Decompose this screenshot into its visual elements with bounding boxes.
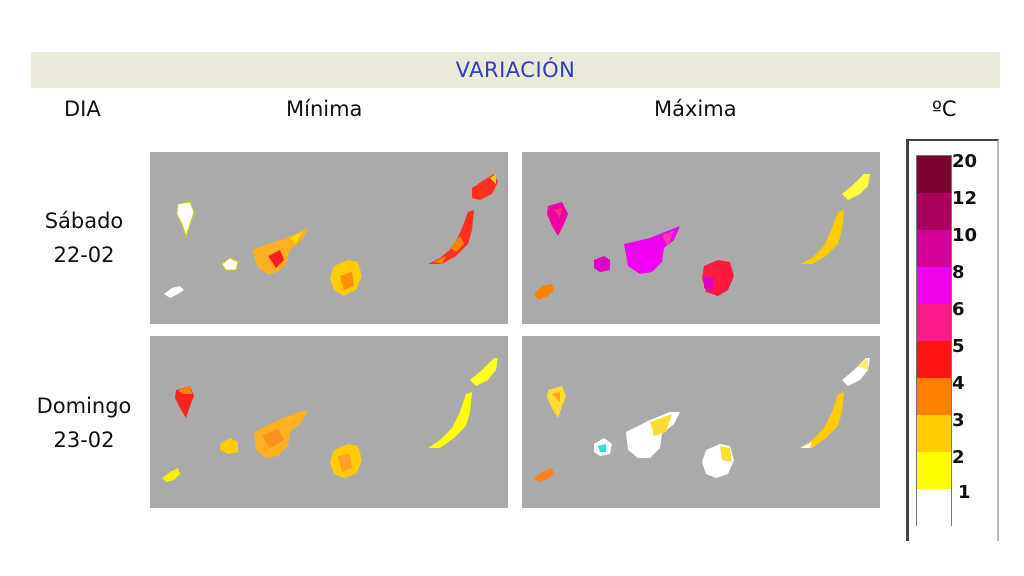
row-day: Domingo: [36, 394, 132, 418]
row-label-sunday: Domingo 23-02: [24, 389, 144, 457]
legend-label-2: 2: [952, 447, 965, 468]
legend-swatch-6: [917, 304, 951, 341]
island-la-palma: [547, 386, 566, 418]
column-header-min: Mínima: [286, 97, 363, 121]
map-sunday-min: [150, 336, 508, 508]
island-la-gomera: [594, 256, 610, 272]
island-la-palma: [176, 201, 195, 238]
island-el-hierro: [162, 468, 180, 482]
legend-label-12: 12: [952, 188, 978, 209]
legend-label-4: 4: [952, 373, 965, 394]
row-label-saturday: Sábado 22-02: [24, 204, 144, 272]
legend-swatch-3: [917, 415, 951, 452]
island-la-gomera: [221, 257, 239, 271]
island-el-hierro: [164, 286, 184, 298]
legend-label-8: 8: [952, 262, 965, 283]
legend-swatch-12: [917, 193, 951, 230]
legend-label-1: 1: [958, 482, 971, 503]
legend-label-20: 20: [952, 151, 978, 172]
map-saturday-min: [150, 152, 508, 324]
legend-swatch-4: [917, 378, 951, 415]
legend-label-10: 10: [952, 225, 978, 246]
island-fuerteventura: [800, 392, 844, 448]
row-date: 23-02: [53, 428, 115, 452]
legend-swatch-5: [917, 341, 951, 378]
unit-label: ºC: [932, 97, 957, 121]
map-saturday-max: [522, 152, 880, 324]
legend-label-6: 6: [952, 299, 965, 320]
column-header-max: Máxima: [654, 97, 737, 121]
legend-swatch-10: [917, 230, 951, 267]
island-la-gomera: [220, 438, 238, 454]
island-lanzarote: [470, 358, 498, 386]
legend-swatch-2: [917, 452, 951, 489]
island-fuerteventura: [428, 210, 474, 264]
island-lanzarote: [842, 174, 870, 200]
color-scale: [916, 155, 952, 526]
island-fuerteventura: [428, 392, 472, 448]
legend-swatch-20: [917, 156, 951, 193]
legend-label-3: 3: [952, 410, 965, 431]
column-header-day: DIA: [64, 97, 101, 121]
row-date: 22-02: [53, 243, 115, 267]
island-la-palma: [547, 202, 568, 236]
island-lanzarote: [472, 174, 498, 200]
island-el-hierro: [534, 284, 554, 300]
map-title: VARIACIÓN: [31, 52, 1000, 88]
legend-label-5: 5: [952, 336, 965, 357]
map-sunday-max: [522, 336, 880, 508]
island-el-hierro: [534, 468, 554, 482]
island-tenerife: [626, 412, 680, 458]
legend-swatch-8: [917, 267, 951, 304]
island-fuerteventura: [800, 210, 844, 264]
row-day: Sábado: [44, 209, 124, 233]
legend-swatch-1: [917, 489, 951, 526]
